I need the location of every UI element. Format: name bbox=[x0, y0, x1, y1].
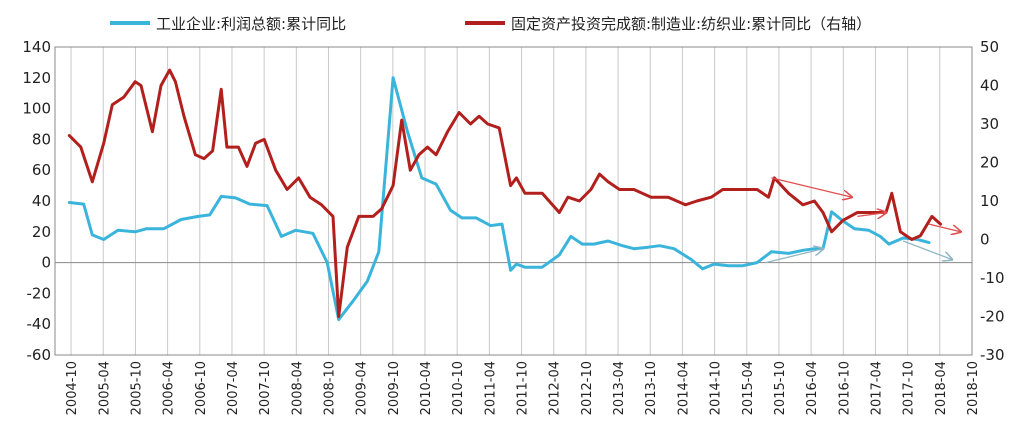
y-left-tick-label: 60 bbox=[32, 161, 51, 179]
y-left-tick-label: 20 bbox=[32, 223, 51, 241]
x-tick-label: 2008-04 bbox=[290, 361, 305, 415]
y-right-tick-label: 40 bbox=[980, 77, 999, 95]
x-axis: 2004-10 2005-04 2005-10 2006-04 2006-10 2007-… bbox=[65, 361, 981, 415]
x-tick-label: 2016-04 bbox=[805, 361, 820, 415]
x-tick-label: 2004-10 bbox=[65, 361, 80, 415]
x-tick-label: 2013-10 bbox=[644, 361, 659, 415]
x-tick-label: 2013-04 bbox=[612, 361, 627, 415]
plot-area bbox=[54, 46, 973, 356]
y-left-tick-label: -20 bbox=[27, 284, 52, 302]
x-tick-label: 2014-04 bbox=[676, 361, 691, 415]
x-tick-label: 2017-04 bbox=[869, 361, 884, 415]
x-tick-label: 2010-04 bbox=[419, 361, 434, 415]
x-tick-label: 2011-10 bbox=[516, 361, 531, 415]
legend-label-profit: 工业企业:利润总额:累计同比 bbox=[156, 15, 346, 33]
annotation-arrow bbox=[765, 249, 823, 264]
y-left-tick-label: 40 bbox=[32, 192, 51, 210]
annotations bbox=[765, 177, 961, 264]
y-left-tick-label: 140 bbox=[22, 38, 51, 56]
x-tick-label: 2016-10 bbox=[837, 361, 852, 415]
annotation-arrow bbox=[928, 223, 961, 232]
x-tick-label: 2011-04 bbox=[483, 361, 498, 415]
series-layer bbox=[67, 68, 942, 322]
plot-grid bbox=[70, 47, 973, 355]
annotation-arrow bbox=[857, 213, 886, 217]
y-right-tick-label: -20 bbox=[980, 308, 1005, 326]
x-tick-label: 2010-10 bbox=[451, 361, 466, 415]
x-tick-label: 2008-10 bbox=[322, 361, 337, 415]
y-right-tick-label: 0 bbox=[980, 231, 990, 249]
x-tick-label: 2006-10 bbox=[194, 361, 209, 415]
x-tick-label: 2015-04 bbox=[741, 361, 756, 415]
y-right-tick-label: 10 bbox=[980, 192, 999, 210]
legend: 工业企业:利润总额:累计同比 固定资产投资完成额:制造业:纺织业:累计同比（右轴… bbox=[110, 15, 871, 33]
y-right-tick-label: 50 bbox=[980, 38, 999, 56]
x-tick-label: 2015-10 bbox=[773, 361, 788, 415]
x-tick-label: 2005-10 bbox=[129, 361, 144, 415]
y-left-tick-label: -40 bbox=[27, 315, 52, 333]
x-tick-label: 2009-10 bbox=[387, 361, 402, 415]
x-tick-label: 2005-04 bbox=[97, 361, 112, 415]
x-tick-label: 2014-10 bbox=[709, 361, 724, 415]
y-left-tick-label: 100 bbox=[22, 100, 51, 118]
series-line-profit bbox=[67, 76, 931, 322]
x-tick-label: 2017-10 bbox=[902, 361, 917, 415]
y-axis-right: 50 40 30 20 10 0 -10 -20 -30 bbox=[980, 38, 1005, 364]
x-tick-label: 2007-04 bbox=[226, 361, 241, 415]
x-tick-label: 2018-10 bbox=[966, 361, 981, 415]
x-tick-label: 2012-10 bbox=[580, 361, 595, 415]
x-tick-label: 2007-10 bbox=[258, 361, 273, 415]
y-left-tick-label: 80 bbox=[32, 130, 51, 148]
y-left-tick-label: -60 bbox=[27, 346, 52, 364]
x-tick-label: 2018-04 bbox=[934, 361, 949, 415]
y-right-tick-label: -30 bbox=[980, 346, 1005, 364]
legend-label-investment: 固定资产投资完成额:制造业:纺织业:累计同比（右轴） bbox=[511, 15, 871, 33]
y-left-tick-label: 120 bbox=[22, 69, 51, 87]
y-left-tick-label: 0 bbox=[41, 254, 51, 272]
annotation-arrow bbox=[771, 177, 851, 197]
series-line-investment bbox=[67, 68, 942, 318]
y-right-tick-label: -10 bbox=[980, 269, 1005, 287]
x-tick-label: 2006-04 bbox=[162, 361, 177, 415]
x-tick-label: 2009-04 bbox=[355, 361, 370, 415]
y-axis-left: 140 120 100 80 60 40 20 0 -20 -40 -60 bbox=[22, 38, 51, 364]
y-right-tick-label: 20 bbox=[980, 154, 999, 172]
annotation-arrow bbox=[902, 240, 952, 259]
y-right-tick-label: 30 bbox=[980, 115, 999, 133]
x-tick-label: 2012-04 bbox=[548, 361, 563, 415]
